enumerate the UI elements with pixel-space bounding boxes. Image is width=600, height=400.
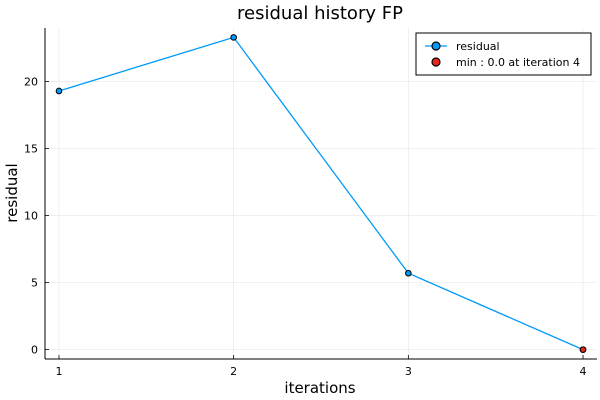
y-tick-label: 15 [24, 143, 38, 156]
x-tick-label: 2 [230, 365, 237, 378]
legend-box [415, 32, 592, 76]
data-point-residual [230, 34, 237, 41]
legend-marker-residual [431, 41, 441, 51]
y-axis-label: residual [3, 163, 21, 222]
x-tick-label: 4 [580, 365, 587, 378]
y-tick-label: 10 [24, 210, 38, 223]
legend-marker-min [431, 57, 441, 67]
axes [44, 28, 597, 360]
x-tick-label: 1 [55, 365, 62, 378]
series-group [55, 34, 587, 353]
grid [45, 28, 597, 359]
x-tick-label: 3 [405, 365, 412, 378]
y-tick-label: 5 [31, 277, 38, 290]
chart-title: residual history FP [237, 3, 403, 24]
data-point-residual [55, 87, 63, 95]
legend: residual min : 0.0 at iteration 4 [415, 32, 592, 76]
x-axis-label: iterations [284, 379, 355, 397]
legend-label-min: min : 0.0 at iteration 4 [456, 56, 580, 69]
legend-label-residual: residual [456, 40, 500, 53]
y-tick-label: 0 [31, 344, 38, 357]
tick-labels: 1 2 3 4 0 5 10 15 20 [24, 76, 587, 378]
y-tick-label: 20 [24, 76, 38, 89]
series-line-residual [58, 36, 584, 351]
data-point-residual [405, 269, 412, 277]
data-point-min [579, 346, 587, 353]
